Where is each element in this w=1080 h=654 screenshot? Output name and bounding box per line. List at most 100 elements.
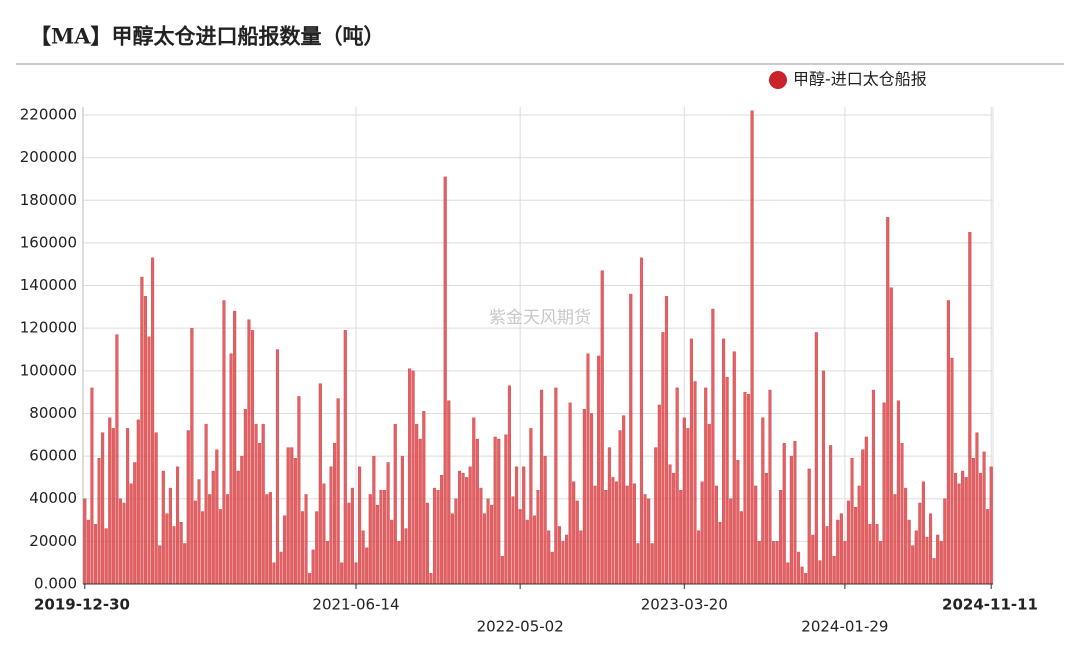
bar	[821, 370, 826, 585]
bar	[614, 481, 619, 585]
bar	[318, 383, 322, 585]
bar	[418, 438, 422, 585]
watermark: 紫金天风期货	[489, 308, 591, 328]
bar	[386, 462, 390, 585]
bar	[183, 543, 187, 585]
y-tick-label: 140000	[20, 276, 77, 294]
bar	[397, 541, 401, 585]
bar	[472, 417, 476, 585]
bar	[522, 466, 526, 585]
y-tick-label: 160000	[20, 233, 77, 251]
y-tick-label: 120000	[20, 319, 77, 337]
bar	[579, 530, 583, 585]
bar	[432, 487, 437, 585]
bar	[393, 423, 397, 585]
bar	[632, 483, 636, 585]
bar	[893, 494, 897, 585]
bar	[129, 483, 133, 585]
bar	[889, 287, 893, 585]
bar	[682, 417, 686, 585]
bar	[757, 541, 761, 585]
bar	[247, 319, 251, 585]
bar	[140, 276, 144, 585]
bar	[315, 511, 319, 585]
bar	[286, 447, 290, 585]
bar	[946, 300, 950, 585]
bar	[490, 504, 494, 585]
bar	[957, 483, 961, 585]
bar	[782, 443, 786, 585]
bar	[400, 455, 404, 585]
bar	[168, 487, 172, 585]
bar	[586, 353, 590, 585]
bar	[547, 530, 551, 585]
bar	[172, 526, 176, 585]
bar	[118, 498, 123, 585]
bar	[379, 490, 383, 585]
bar	[86, 519, 90, 585]
bar	[786, 562, 790, 585]
x-tick-label: 2021-06-14	[312, 596, 399, 614]
bar	[101, 432, 105, 585]
bar	[215, 449, 219, 585]
bar	[714, 485, 718, 585]
bar	[536, 490, 540, 585]
bar	[275, 349, 280, 585]
bar	[111, 428, 115, 585]
y-tick-label: 220000	[20, 106, 77, 124]
bar	[850, 458, 854, 585]
bar	[732, 351, 736, 585]
bar	[475, 438, 479, 585]
bar	[297, 396, 301, 585]
bar	[468, 466, 472, 585]
bar	[936, 534, 940, 585]
bar	[932, 558, 936, 585]
bar	[939, 541, 943, 585]
bar	[629, 293, 633, 585]
bar	[147, 336, 151, 585]
bar	[443, 176, 447, 585]
bar	[108, 417, 112, 585]
bar	[390, 519, 394, 585]
bar	[479, 487, 483, 585]
bar	[718, 521, 722, 585]
legend-marker	[769, 71, 787, 89]
bar	[618, 430, 622, 585]
bar	[989, 466, 993, 585]
bar	[697, 530, 701, 585]
bar	[654, 447, 658, 585]
bar	[771, 541, 776, 585]
bar	[300, 511, 305, 585]
bar	[382, 490, 387, 585]
bar	[864, 436, 868, 585]
bar	[329, 466, 333, 585]
bar	[365, 547, 369, 585]
bar	[208, 494, 212, 585]
bar	[322, 483, 326, 585]
bar	[689, 338, 694, 585]
bar	[622, 415, 626, 585]
bar	[743, 391, 747, 585]
bar	[928, 513, 933, 585]
bar	[511, 496, 515, 585]
bar	[293, 458, 297, 585]
bar	[921, 481, 925, 585]
bar	[422, 411, 426, 585]
bar	[415, 423, 419, 585]
bar	[333, 443, 337, 585]
bar	[986, 509, 990, 585]
bar	[764, 472, 768, 585]
x-tick-label: 2022-05-02	[477, 618, 564, 636]
bar	[964, 477, 968, 585]
bar	[836, 519, 840, 585]
bar	[404, 528, 408, 585]
chart-title: 【MA】甲醇太仓进口船报数量（吨）	[30, 24, 385, 49]
bar	[211, 470, 215, 585]
bar	[843, 541, 847, 585]
bar	[411, 370, 415, 585]
bar	[372, 455, 376, 585]
bar	[283, 515, 287, 585]
bar	[193, 500, 197, 585]
bar	[240, 455, 244, 585]
